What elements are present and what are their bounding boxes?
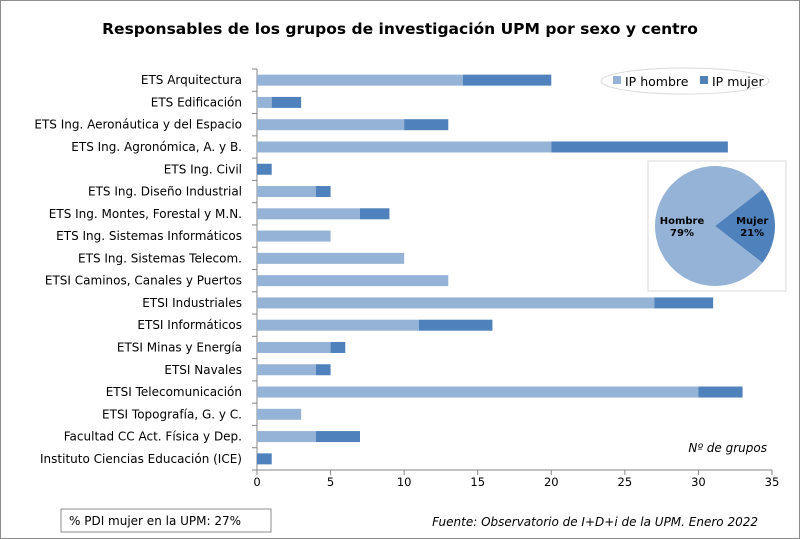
- bar-hombre: [257, 431, 316, 443]
- x-tick-label: 0: [253, 475, 260, 489]
- pie-percent: 21%: [740, 228, 764, 239]
- bar-mujer: [698, 386, 743, 398]
- x-axis-label: Nº de grupos: [688, 441, 767, 455]
- bar-mujer: [360, 208, 390, 220]
- bar-hombre: [257, 297, 655, 309]
- x-tick-label: 5: [327, 475, 334, 489]
- category-label: ETSI Topografía, G. y C.: [102, 407, 242, 421]
- category-label: Instituto Ciencias Educación (ICE): [40, 452, 242, 466]
- bar-mujer: [315, 364, 331, 376]
- bar-mujer: [404, 119, 449, 131]
- bar-hombre: [257, 408, 302, 420]
- bar-mujer: [257, 163, 272, 175]
- category-label: ETSI Informáticos: [137, 318, 242, 332]
- pie-label: Hombre: [660, 216, 705, 227]
- category-label: ETSI Industriales: [142, 296, 242, 310]
- legend-label-hombre: IP hombre: [625, 74, 689, 89]
- pdi-note: % PDI mujer en la UPM: 27%: [69, 514, 241, 528]
- category-label: ETSI Caminos, Canales y Puertos: [45, 274, 242, 288]
- category-label: ETSI Telecomunicación: [106, 385, 242, 399]
- bar-mujer: [330, 341, 346, 353]
- category-label: Facultad CC Act. Física y Dep.: [64, 430, 242, 444]
- bar-hombre: [257, 386, 699, 398]
- pie-label: Mujer: [736, 216, 768, 227]
- legend-label-mujer: IP mujer: [712, 74, 764, 89]
- pie-slice-mujer: [715, 189, 775, 263]
- x-tick-label: 30: [691, 475, 706, 489]
- bar-hombre: [257, 186, 316, 198]
- bar-hombre: [257, 275, 449, 287]
- bar-hombre: [257, 74, 463, 86]
- legend-swatch-hombre: [613, 76, 621, 84]
- source-note: Fuente: Observatorio de I+D+i de la UPM.…: [432, 515, 758, 529]
- bar-hombre: [257, 252, 405, 264]
- bar-mujer: [257, 453, 272, 465]
- bar-mujer: [315, 186, 331, 198]
- bar-mujer: [315, 431, 360, 443]
- category-label: ETS Ing. Civil: [164, 162, 242, 176]
- category-label: ETS Ing. Sistemas Telecom.: [78, 251, 242, 265]
- bar-hombre: [257, 208, 360, 220]
- category-label: ETS Ing. Montes, Forestal y M.N.: [49, 207, 242, 221]
- category-label: ETS Ing. Diseño Industrial: [88, 185, 242, 199]
- category-label: ETS Ing. Agronómica, A. y B.: [71, 140, 242, 154]
- bar-hombre: [257, 96, 272, 108]
- bar-mujer: [654, 297, 714, 309]
- chart-title: Responsables de los grupos de investigac…: [102, 20, 698, 38]
- pie-slice-hombre: [655, 165, 763, 286]
- category-label: ETS Edificación: [151, 95, 242, 109]
- bar-hombre: [257, 119, 405, 131]
- pie-percent: 79%: [670, 228, 694, 239]
- bar-hombre: [257, 341, 331, 353]
- legend-frame: [600, 67, 770, 95]
- category-label: ETS Ing. Aeronáutica y del Espacio: [34, 118, 242, 132]
- category-label: ETSI Minas y Energía: [117, 340, 242, 354]
- bar-hombre: [257, 319, 419, 331]
- bar-mujer: [551, 141, 728, 153]
- x-tick-label: 20: [544, 475, 559, 489]
- bar-hombre: [257, 141, 552, 153]
- x-tick-label: 15: [470, 475, 485, 489]
- bar-mujer: [463, 74, 552, 86]
- pdi-note-box: [60, 508, 272, 533]
- category-label: ETSI Navales: [164, 363, 242, 377]
- bar-mujer: [271, 96, 302, 108]
- bar-hombre: [257, 230, 331, 242]
- category-label: ETS Arquitectura: [141, 73, 242, 87]
- category-label: ETS Ing. Sistemas Informáticos: [56, 229, 242, 243]
- x-tick-label: 25: [618, 475, 633, 489]
- legend-swatch-mujer: [700, 76, 708, 84]
- x-tick-label: 35: [765, 475, 780, 489]
- bar-hombre: [257, 364, 316, 376]
- bar-mujer: [418, 319, 493, 331]
- legend: IP hombre IP mujer: [600, 67, 770, 95]
- x-tick-label: 10: [397, 475, 412, 489]
